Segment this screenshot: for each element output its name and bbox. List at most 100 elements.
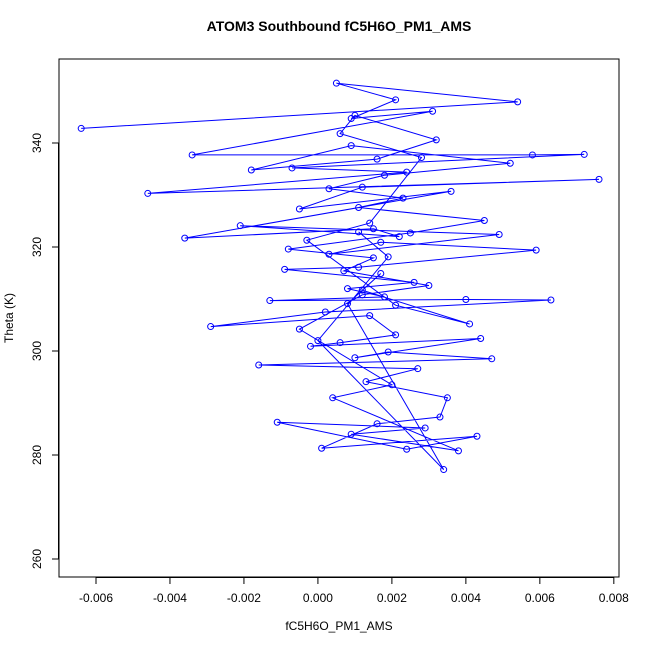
x-tick-label: 0.002 (377, 591, 407, 605)
point (395, 233, 403, 241)
chart-title: ATOM3 Southbound fC5H6O_PM1_AMS (207, 18, 472, 34)
point (440, 466, 448, 474)
point (388, 381, 396, 389)
y-tick-label: 340 (30, 133, 44, 153)
point (355, 263, 363, 271)
point (351, 354, 359, 362)
point (417, 154, 425, 162)
point (377, 238, 385, 246)
point (384, 253, 392, 261)
point (355, 228, 363, 236)
point (303, 236, 311, 244)
point (321, 308, 329, 316)
point (347, 142, 355, 150)
point (373, 155, 381, 163)
x-tick-label: 0.008 (599, 591, 629, 605)
x-tick-label: -0.006 (79, 591, 113, 605)
point (514, 98, 522, 106)
point (425, 281, 433, 289)
point (188, 151, 196, 159)
point (355, 203, 363, 211)
point (429, 107, 437, 115)
x-tick-label: 0.000 (303, 591, 333, 605)
point (403, 168, 411, 176)
point (403, 445, 411, 453)
point (454, 447, 462, 455)
point (443, 394, 451, 402)
point (325, 185, 333, 193)
point (307, 342, 315, 350)
point (336, 339, 344, 347)
point (392, 331, 400, 339)
point (295, 325, 303, 333)
x-axis-label: fC5H6O_PM1_AMS (285, 619, 392, 633)
point (295, 205, 303, 213)
point (358, 183, 366, 191)
point (466, 320, 474, 328)
point (421, 424, 429, 432)
point (207, 323, 215, 331)
point (432, 136, 440, 144)
point (273, 418, 281, 426)
point (344, 285, 352, 293)
point (284, 245, 292, 253)
point (325, 250, 333, 258)
point (406, 229, 414, 237)
point (547, 296, 555, 304)
point (384, 348, 392, 356)
point (447, 187, 455, 195)
point (236, 222, 244, 230)
point (506, 159, 514, 167)
point (410, 278, 418, 286)
point (369, 225, 377, 233)
x-tick-label: -0.004 (153, 591, 187, 605)
point (318, 444, 326, 452)
point (340, 267, 348, 275)
point (532, 246, 540, 254)
x-tick-label: 0.004 (451, 591, 481, 605)
y-axis-label: Theta (K) (2, 293, 16, 343)
point (314, 337, 322, 345)
point (473, 432, 481, 440)
point (362, 378, 370, 386)
point (414, 365, 422, 373)
point (266, 297, 274, 305)
point (488, 355, 496, 363)
point (288, 164, 296, 172)
point (392, 96, 400, 104)
point (329, 394, 337, 402)
point (495, 231, 503, 239)
point (462, 296, 470, 304)
point (369, 254, 377, 262)
point (399, 194, 407, 202)
point (336, 130, 344, 138)
point (332, 79, 340, 87)
series-line (81, 82, 600, 470)
point (392, 301, 400, 309)
point (580, 150, 588, 158)
x-tick-label: 0.006 (525, 591, 555, 605)
point (373, 420, 381, 428)
y-tick-label: 260 (30, 549, 44, 569)
point (380, 171, 388, 179)
point (366, 312, 374, 320)
point (358, 291, 366, 299)
point (436, 413, 444, 421)
point (480, 216, 488, 224)
point (377, 270, 385, 278)
point (595, 175, 603, 183)
y-tick-label: 300 (30, 341, 44, 361)
x-tick-label: -0.002 (227, 591, 261, 605)
point (366, 219, 374, 227)
point (77, 124, 85, 132)
point (344, 300, 352, 308)
y-tick-label: 320 (30, 237, 44, 257)
point (247, 166, 255, 174)
point (144, 189, 152, 197)
point (380, 293, 388, 301)
point (255, 361, 263, 369)
point (351, 111, 359, 119)
y-tick-label: 280 (30, 445, 44, 465)
